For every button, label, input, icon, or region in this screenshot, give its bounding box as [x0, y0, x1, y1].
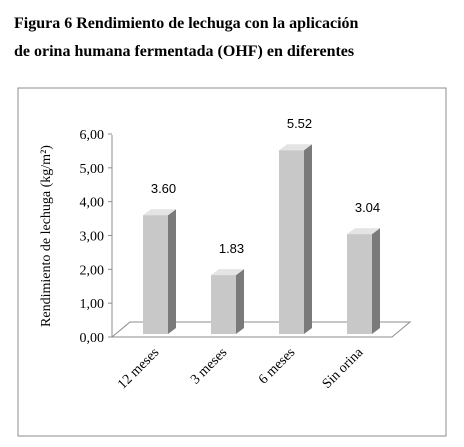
y-tick-label: 6,00	[80, 128, 105, 143]
caption-line-2: de orina humana fermentada (OHF) en dife…	[14, 43, 355, 60]
data-label: 5.52	[287, 116, 312, 131]
data-label: 3.60	[151, 181, 176, 196]
bar-side	[372, 228, 380, 334]
bar	[211, 275, 236, 334]
y-tick-label: 2,00	[80, 263, 105, 278]
bar-top	[347, 228, 380, 235]
caption-line-1: Figura 6 Rendimiento de lechuga con la a…	[14, 15, 359, 32]
y-axis-ticks: 0,00 1,00 2,00 3,00 4,00 5,00 6,00	[80, 128, 112, 346]
bar-side	[236, 269, 244, 334]
bar	[143, 215, 168, 334]
y-tick-label: 1,00	[80, 297, 105, 312]
chart-floor	[110, 321, 412, 338]
y-tick-label: 0,00	[80, 331, 105, 346]
y-axis-title: Rendimiento de lechuga (kg/m²)	[39, 145, 54, 327]
bar-top	[279, 144, 312, 151]
data-label: 1.83	[219, 241, 244, 256]
bar-top	[211, 269, 244, 276]
bar-side	[304, 144, 312, 334]
data-label: 3.04	[355, 200, 380, 215]
y-tick-label: 3,00	[80, 230, 105, 245]
data-labels: 3.60 1.83 5.52 3.04	[151, 116, 380, 256]
bar-top	[143, 209, 176, 216]
figure-caption: Figura 6 Rendimiento de lechuga con la a…	[14, 10, 446, 66]
bar-side	[168, 209, 176, 334]
y-tick-label: 4,00	[80, 196, 105, 211]
bar-series	[143, 144, 380, 334]
bar	[279, 150, 304, 334]
bar	[347, 234, 372, 334]
y-tick-label: 5,00	[80, 162, 105, 177]
